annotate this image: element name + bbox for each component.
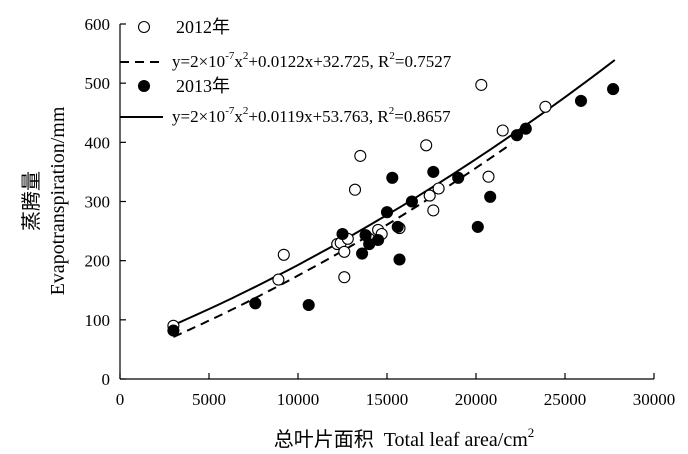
axis-titles: 总叶片面积 Total leaf area/cm2 蒸腾量 Evapotranspi…: [20, 106, 534, 451]
data-point-2012: [475, 78, 488, 91]
data-point-2013: [302, 298, 315, 312]
y-tick-label: 0: [102, 370, 111, 389]
data-point-2012: [277, 248, 290, 261]
data-point-2013: [471, 220, 484, 233]
data-point-2012: [354, 149, 367, 162]
data-point-2013: [393, 253, 406, 266]
y-tick-label: 400: [85, 133, 111, 152]
y-tick-label: 100: [85, 311, 111, 330]
data-point-2013: [510, 129, 523, 142]
data-point-2013: [484, 190, 497, 203]
data-point-2012: [272, 273, 285, 286]
data-point-2013: [372, 233, 385, 247]
data-point-2013: [607, 83, 620, 96]
data-point-2012: [427, 204, 440, 217]
data-point-2013: [167, 324, 180, 337]
data-point-2012: [482, 170, 495, 183]
y-tick-label: 300: [85, 193, 111, 212]
data-point-2013: [452, 171, 465, 184]
data-point-2012: [348, 183, 362, 196]
data-point-2012: [338, 271, 351, 284]
x-tick-label: 15000: [366, 390, 409, 409]
x-tick-label: 30000: [633, 390, 676, 409]
data-point-2013: [356, 247, 369, 260]
y-axis-title-en: Evapotranspiration/mm: [47, 106, 69, 295]
x-tick-label: 20000: [455, 390, 498, 409]
data-point-2013: [380, 206, 394, 219]
legend-marker-2013: [137, 79, 151, 93]
legend: 2012年 y=2×10-7x2+0.0122x+32.725, R2=0.752…: [120, 17, 452, 126]
data-point-2013: [574, 94, 588, 107]
data-point-2012: [423, 189, 436, 202]
x-tick-label: 5000: [192, 390, 226, 409]
data-point-2013: [427, 165, 440, 178]
x-axis-title: 总叶片面积 Total leaf area/cm2: [274, 425, 535, 451]
data-point-2012: [432, 182, 445, 195]
data-point-2012: [539, 100, 552, 113]
legend-label-2012: 2012年: [176, 17, 230, 37]
data-point-2013: [249, 297, 262, 310]
x-tick-label: 0: [116, 390, 125, 409]
fit-line-2013: [173, 59, 616, 326]
legend-label-2013: 2013年: [176, 76, 230, 96]
data-point-2013: [519, 122, 532, 135]
data-points: [167, 78, 620, 337]
y-tick-label: 500: [85, 74, 111, 93]
legend-marker-2012: [137, 20, 151, 34]
data-point-2012: [338, 245, 351, 258]
data-point-2013: [386, 171, 399, 184]
fit-equation-2013: y=2×10-7x2+0.0119x+53.763, R2=0.8657: [172, 105, 451, 126]
fit-equation-2012: y=2×10-7x2+0.0122x+32.725, R2=0.7527: [172, 50, 452, 71]
x-tick-label: 10000: [277, 390, 320, 409]
y-axis-title-cn: 蒸腾量: [20, 171, 43, 231]
axes: 0 100 200 300 400 500 600 0 5000 10000 15000 20000 2…: [85, 15, 676, 409]
data-point-2013: [336, 227, 349, 241]
data-point-2013: [391, 220, 404, 233]
x-tick-label: 25000: [544, 390, 587, 409]
y-tick-label: 600: [85, 15, 111, 34]
data-point-2012: [420, 139, 433, 152]
data-point-2012: [496, 124, 509, 137]
data-point-2013: [405, 195, 418, 208]
fit-lines: [172, 59, 616, 338]
y-tick-label: 200: [85, 252, 111, 271]
